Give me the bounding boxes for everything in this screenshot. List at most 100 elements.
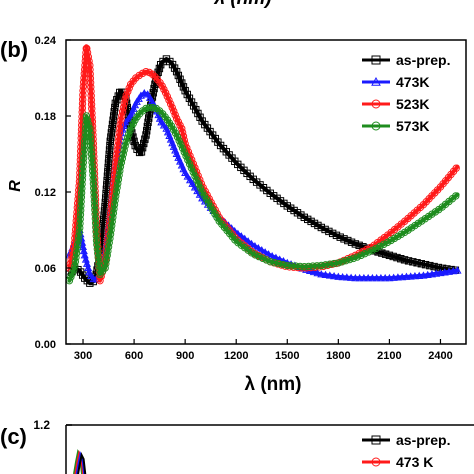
data-point bbox=[244, 237, 253, 245]
data-point bbox=[77, 197, 85, 206]
data-point bbox=[112, 188, 121, 196]
data-point bbox=[400, 256, 409, 264]
data-point bbox=[104, 163, 112, 172]
data-point bbox=[393, 253, 401, 262]
data-point bbox=[126, 126, 134, 135]
data-point bbox=[79, 82, 88, 91]
data-point bbox=[88, 167, 97, 175]
data-point bbox=[181, 168, 190, 177]
data-point bbox=[163, 92, 171, 101]
data-point bbox=[117, 158, 126, 167]
data-point bbox=[175, 157, 185, 165]
data-point bbox=[182, 152, 190, 160]
data-point bbox=[105, 146, 114, 154]
data-point bbox=[121, 142, 129, 150]
data-point bbox=[402, 272, 411, 280]
data-point bbox=[345, 255, 354, 264]
data-point bbox=[213, 213, 221, 222]
data-point bbox=[72, 249, 81, 257]
data-point bbox=[87, 87, 95, 96]
data-point bbox=[110, 205, 118, 213]
data-point bbox=[349, 254, 358, 263]
data-point bbox=[449, 266, 458, 275]
data-point bbox=[166, 100, 175, 108]
data-point bbox=[87, 83, 95, 91]
data-point bbox=[78, 184, 86, 193]
data-point bbox=[111, 196, 119, 205]
data-point bbox=[128, 108, 137, 116]
panel-c-peak-line bbox=[77, 451, 87, 474]
data-point bbox=[183, 90, 191, 99]
data-point bbox=[179, 83, 188, 91]
data-point bbox=[88, 162, 97, 171]
data-point bbox=[404, 257, 413, 265]
data-point bbox=[71, 257, 80, 266]
data-point bbox=[90, 188, 98, 197]
data-point bbox=[292, 262, 300, 270]
data-point bbox=[150, 84, 158, 93]
data-point bbox=[148, 70, 157, 78]
data-point bbox=[115, 171, 123, 179]
data-point bbox=[334, 272, 343, 280]
data-point bbox=[145, 114, 153, 122]
legend-label: as-prep. bbox=[396, 432, 450, 448]
data-point bbox=[107, 133, 115, 141]
data-point bbox=[111, 103, 119, 112]
data-point bbox=[79, 91, 87, 99]
data-point bbox=[423, 270, 432, 279]
data-point bbox=[171, 129, 180, 137]
data-point bbox=[94, 253, 102, 262]
data-point bbox=[112, 158, 120, 167]
data-point bbox=[141, 135, 149, 143]
legend-item: 573K bbox=[362, 118, 429, 134]
legend-item: as-prep. bbox=[362, 52, 450, 68]
data-point bbox=[79, 154, 88, 162]
data-point bbox=[368, 246, 377, 254]
data-point bbox=[106, 142, 114, 150]
data-point bbox=[338, 258, 346, 266]
data-point bbox=[88, 158, 96, 167]
data-point bbox=[359, 273, 368, 282]
data-point bbox=[107, 226, 115, 234]
data-point bbox=[85, 267, 94, 276]
data-point bbox=[81, 133, 89, 141]
data-point bbox=[104, 159, 113, 167]
data-point bbox=[380, 240, 388, 249]
data-point bbox=[70, 266, 78, 274]
data-point bbox=[304, 262, 313, 271]
data-point bbox=[178, 124, 186, 133]
data-point bbox=[421, 260, 430, 269]
data-point bbox=[78, 95, 87, 104]
data-point bbox=[313, 262, 321, 270]
x-tick-label: 300 bbox=[74, 350, 92, 362]
data-point bbox=[357, 251, 365, 260]
panel-b-legend: as-prep. 473K 523K 573K bbox=[362, 52, 450, 134]
data-point bbox=[77, 189, 86, 197]
legend-label: as-prep. bbox=[396, 52, 450, 68]
data-point bbox=[161, 89, 170, 97]
data-point bbox=[116, 124, 124, 133]
data-point bbox=[211, 210, 219, 218]
data-point bbox=[120, 121, 129, 130]
data-point bbox=[330, 272, 339, 280]
data-point bbox=[104, 247, 112, 255]
data-point bbox=[81, 129, 89, 137]
data-point bbox=[118, 112, 126, 120]
data-point bbox=[115, 129, 123, 137]
data-point bbox=[83, 44, 91, 53]
data-point bbox=[142, 127, 151, 135]
data-point bbox=[187, 98, 196, 106]
data-point bbox=[185, 176, 195, 184]
panel-c-chart: (c) 1.2 as-prep. 473 K bbox=[0, 418, 474, 474]
data-point bbox=[86, 124, 94, 133]
data-point bbox=[89, 175, 97, 184]
data-point bbox=[82, 112, 91, 120]
data-point bbox=[78, 171, 87, 180]
data-point bbox=[175, 137, 183, 145]
data-point bbox=[109, 116, 117, 124]
data-point bbox=[361, 249, 369, 258]
data-point bbox=[106, 137, 114, 146]
data-point bbox=[179, 164, 188, 173]
data-point bbox=[180, 148, 188, 156]
